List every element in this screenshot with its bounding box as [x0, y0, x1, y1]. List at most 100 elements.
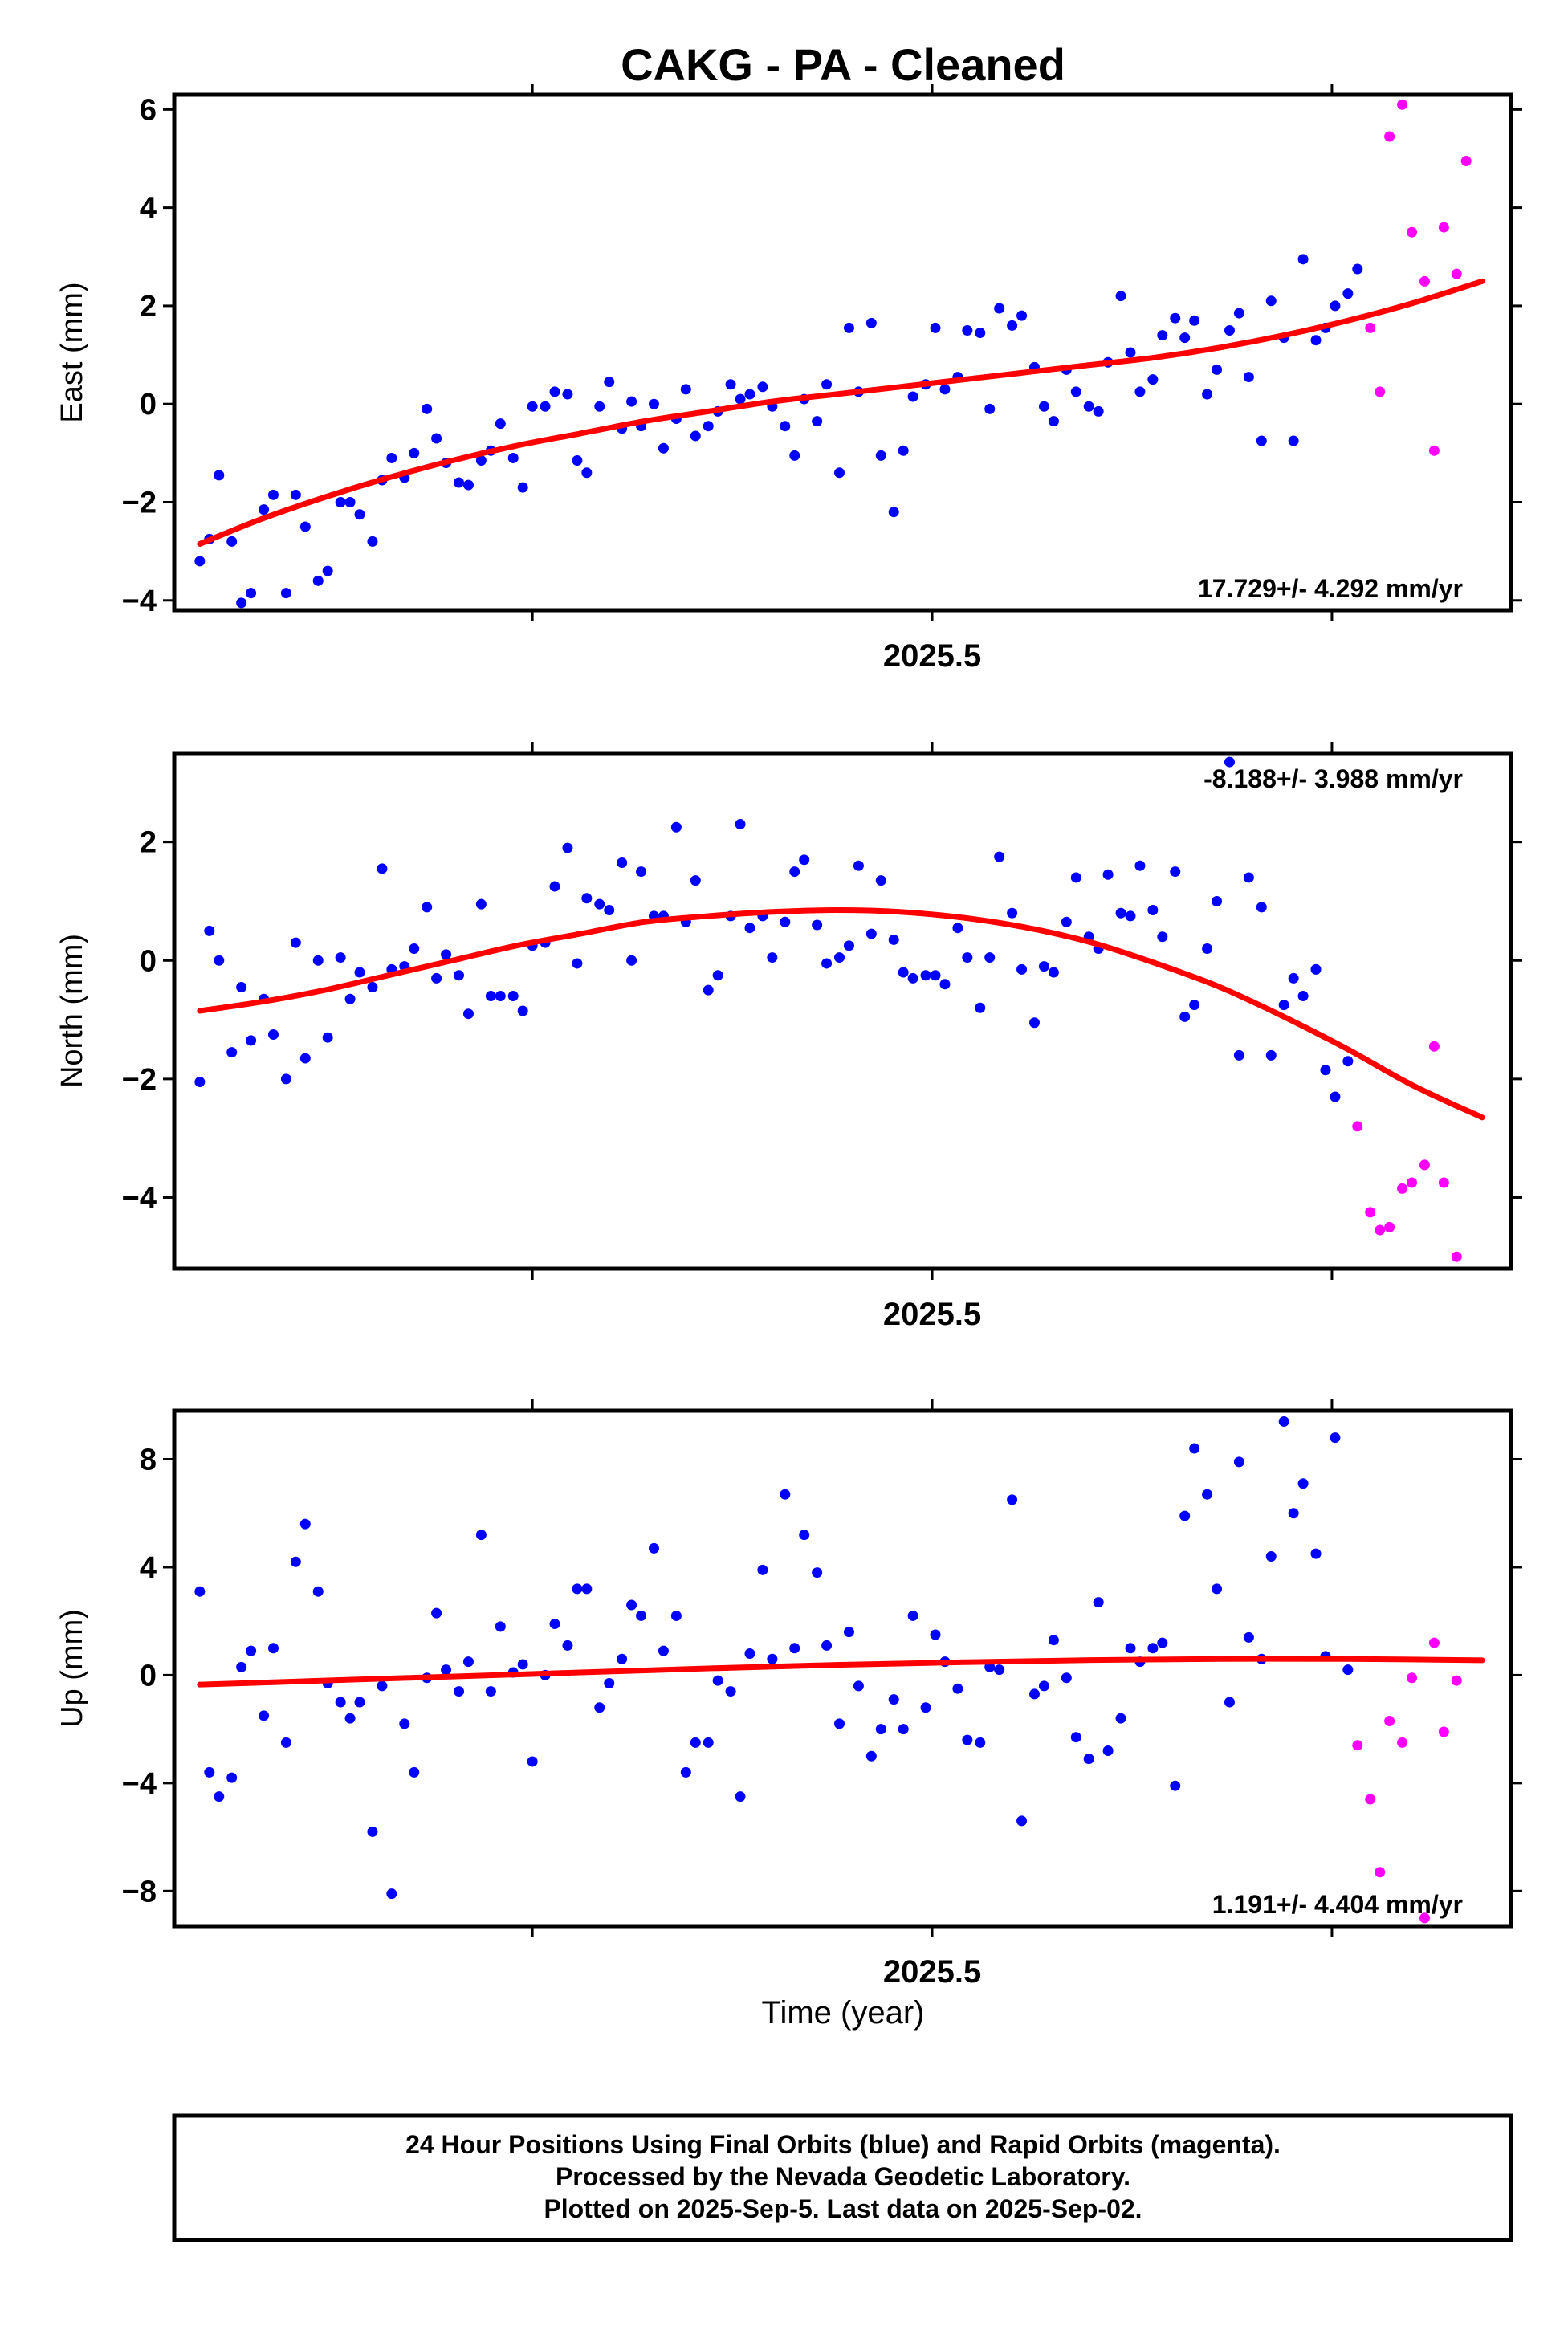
east-final-point — [367, 536, 378, 547]
east-ytick-label: 6 — [140, 93, 157, 127]
north-final-point — [865, 928, 877, 939]
north-final-point — [821, 958, 833, 969]
north-final-point — [843, 940, 854, 951]
east-final-point — [744, 389, 755, 400]
north-rapid-point — [1352, 1121, 1363, 1132]
up-final-point — [604, 1677, 615, 1688]
up-final-point — [898, 1724, 909, 1735]
north-plot-frame — [172, 751, 1513, 1271]
east-final-point — [246, 588, 257, 599]
east-final-point — [549, 386, 560, 397]
east-final-point — [562, 389, 573, 400]
north-final-point — [1288, 972, 1299, 984]
up-final-point — [1007, 1494, 1018, 1505]
up-final-point — [354, 1697, 365, 1708]
north-final-point — [1061, 916, 1072, 927]
up-ytick-label: −8 — [122, 1875, 157, 1908]
north-rapid-point — [1419, 1159, 1430, 1171]
up-final-point — [1278, 1416, 1289, 1427]
east-rapid-point — [1460, 156, 1472, 167]
up-final-point — [1048, 1635, 1059, 1646]
east-rapid-point — [1384, 131, 1395, 142]
north-final-point — [690, 875, 701, 886]
panels-group: −4 −2 0 2 4 6 2025.5 East (mm) 17.729+/- 4.292 m… — [55, 84, 1522, 1990]
east-final-point — [1048, 416, 1059, 427]
north-final-point — [1016, 963, 1028, 975]
north-xtick-label: 2025.5 — [883, 1297, 981, 1332]
north-rapid-point — [1375, 1224, 1386, 1236]
east-final-point — [735, 393, 746, 405]
up-rapid-point — [1419, 1912, 1430, 1924]
up-final-point — [367, 1826, 378, 1837]
north-final-point — [930, 970, 941, 981]
east-final-point — [604, 377, 615, 388]
up-final-point — [431, 1607, 442, 1619]
north-final-point — [994, 851, 1005, 862]
up-final-point — [1330, 1432, 1341, 1444]
east-final-point — [1288, 435, 1299, 446]
north-final-point — [1115, 907, 1126, 919]
up-final-point — [1265, 1551, 1277, 1562]
up-final-point — [572, 1583, 583, 1595]
north-final-point — [1256, 902, 1267, 913]
north-final-point — [204, 925, 215, 936]
north-ytick-label: −4 — [122, 1181, 157, 1215]
east-final-point — [1224, 324, 1235, 336]
up-final-point — [865, 1750, 877, 1762]
north-final-point — [984, 952, 996, 963]
north-final-point — [1310, 963, 1322, 975]
north-rapid-point — [1451, 1251, 1462, 1262]
east-final-point — [984, 403, 996, 414]
north-final-point — [290, 937, 301, 948]
north-final-point — [354, 967, 365, 978]
east-final-point — [354, 509, 365, 520]
north-final-point — [335, 952, 346, 963]
up-rapid-point — [1375, 1867, 1386, 1878]
north-final-point — [214, 955, 225, 966]
up-final-point — [1212, 1583, 1223, 1595]
up-final-point — [299, 1518, 311, 1530]
east-final-point — [1256, 435, 1267, 446]
east-final-point — [581, 467, 593, 479]
east-final-point — [1310, 335, 1322, 346]
north-ytick-label: −2 — [122, 1063, 157, 1097]
east-final-point — [527, 401, 538, 412]
up-final-point — [1288, 1508, 1299, 1519]
up-final-point — [670, 1610, 682, 1621]
up-final-point — [259, 1710, 270, 1721]
east-data-layer — [194, 99, 1485, 609]
east-final-point — [1007, 320, 1018, 331]
up-final-point — [1038, 1680, 1049, 1692]
east-rapid-point — [1375, 386, 1386, 397]
north-final-point — [344, 993, 356, 1004]
up-final-point — [888, 1694, 899, 1705]
up-rapid-point — [1438, 1726, 1449, 1737]
up-final-point — [549, 1619, 560, 1630]
east-final-point — [475, 455, 487, 466]
north-final-point — [1212, 895, 1223, 906]
north-final-point — [194, 1077, 206, 1088]
east-final-point — [994, 303, 1005, 314]
up-final-point — [214, 1791, 225, 1802]
east-ytick-label: −4 — [122, 585, 157, 618]
north-final-point — [1028, 1017, 1040, 1029]
north-final-point — [485, 991, 496, 1002]
up-final-point — [799, 1530, 810, 1541]
north-final-point — [594, 898, 605, 910]
up-final-point — [1310, 1548, 1322, 1559]
north-final-point — [875, 875, 886, 886]
up-final-point — [409, 1766, 420, 1778]
up-fit-line — [197, 1656, 1485, 1688]
x-axis-label: Time (year) — [762, 1995, 925, 2031]
north-final-point — [799, 854, 810, 866]
up-final-point — [907, 1610, 918, 1621]
north-final-point — [431, 972, 442, 984]
up-final-point — [485, 1686, 496, 1697]
east-ytick-label: 2 — [140, 290, 157, 324]
east-final-point — [1083, 401, 1094, 412]
east-rapid-point — [1438, 222, 1449, 233]
up-final-point — [757, 1564, 768, 1575]
east-final-point — [1170, 312, 1181, 324]
north-final-point — [1157, 931, 1168, 943]
east-final-point — [290, 489, 301, 500]
